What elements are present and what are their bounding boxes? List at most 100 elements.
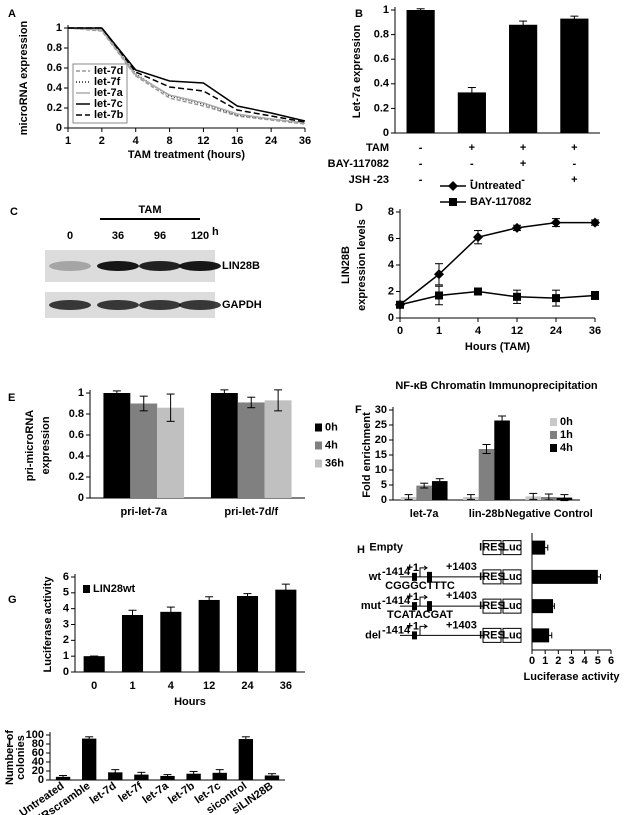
treatment-sign: - (573, 158, 577, 170)
bar (186, 773, 201, 780)
y-axis-label: Luciferase activity (42, 576, 54, 673)
marker (512, 222, 522, 233)
legend-swatch (315, 459, 322, 468)
band (179, 261, 221, 271)
x-axis-label: TAM treatment (hours) (128, 149, 245, 161)
line (68, 27, 306, 123)
y-tick-label: 0.4 (47, 82, 63, 94)
bar (416, 485, 432, 500)
luc-box (502, 598, 522, 614)
marker (473, 232, 483, 243)
x-tick-label: 0 (529, 655, 535, 667)
y-tick-label: 60 (32, 747, 44, 759)
y-tick-label: 10 (375, 464, 387, 476)
y-tick-label: 4 (63, 603, 70, 615)
chart-title: NF-κB Chromatin Immunoprecipitation (395, 380, 598, 392)
sequence: CGGGCTTTC (385, 580, 455, 592)
treatment-sign: - (419, 174, 423, 186)
x-tick-label: 24 (241, 680, 254, 692)
x-tick-label: 8 (167, 135, 173, 147)
legend-label: let-7c (94, 98, 123, 110)
luc-label: Luc (502, 571, 522, 583)
x-tick-label: let-7a (410, 508, 440, 520)
panel-letter: E (8, 392, 15, 404)
panel-letter: G (8, 594, 17, 606)
treatment-sign: + (520, 142, 526, 154)
marker (551, 217, 561, 228)
y-tick-label: 6 (63, 571, 69, 583)
sequence: TCATACGAT (387, 609, 453, 621)
y-tick-label: 1 (56, 22, 62, 34)
x-tick-label: pri-let-7d/f (224, 506, 278, 518)
x-tick-label: 36 (589, 325, 601, 337)
treatment-name: TAM (366, 142, 389, 154)
y-tick-label: 25 (375, 419, 387, 431)
bar (431, 481, 448, 500)
tss-arrow (419, 594, 428, 607)
y-tick-label: 0.8 (69, 408, 84, 420)
y-axis-label: Fold enrichment (361, 412, 373, 498)
marker (434, 269, 444, 280)
treatment-sign: + (520, 158, 526, 170)
y-tick-label: 0.2 (47, 102, 62, 114)
x-tick-label: 5 (595, 655, 601, 667)
panel-letter: H (357, 544, 365, 556)
site-box (427, 601, 432, 612)
bar (478, 449, 495, 500)
y-tick-label: 0.4 (69, 450, 85, 462)
legend-swatch (550, 431, 557, 439)
start-label: -1414 (382, 624, 411, 636)
marker (590, 217, 600, 228)
bar (236, 596, 259, 672)
x-tick-label: 36 (280, 680, 292, 692)
x-tick-label: Negative Control (505, 508, 593, 520)
y-tick-label: 0 (388, 312, 394, 324)
x-tick-label: lin-28b (469, 508, 505, 520)
bar (560, 18, 589, 133)
legend-label: let-7b (94, 109, 124, 121)
bar (406, 10, 435, 133)
row-label: mut (361, 600, 382, 612)
treatment-sign: - (470, 174, 474, 186)
panel-letter: A (8, 8, 16, 20)
y-tick-label: 0.6 (69, 429, 84, 441)
site-box (427, 571, 432, 582)
ires-label: IRES (479, 600, 505, 612)
legend-swatch (315, 441, 322, 450)
panel-letter: B (355, 8, 363, 20)
x-tick-label: 12 (203, 680, 215, 692)
legend-label: 4h (560, 442, 573, 454)
legend-label: LIN28wt (93, 583, 136, 595)
end-label: +1403 (446, 561, 477, 573)
x-tick-label: 3 (568, 655, 574, 667)
panel-letter: I (8, 736, 11, 748)
line (68, 27, 306, 122)
y-tick-label: 8 (388, 206, 394, 218)
row-label: wt (368, 571, 382, 583)
luc-label: Luc (502, 629, 522, 641)
treatment-sign: - (470, 158, 474, 170)
x-tick-label: 16 (231, 135, 243, 147)
legend-label: 0h (560, 416, 573, 428)
ires-label: IRES (479, 542, 505, 554)
treatment-label: TAM (138, 204, 161, 216)
tss-arrow (419, 623, 428, 636)
x-tick-label: 12 (197, 135, 209, 147)
marker (513, 292, 521, 301)
y-axis-label: expression (40, 416, 52, 474)
tss-label: +1 (406, 620, 419, 632)
y-tick-label: 3 (63, 618, 69, 630)
y-tick-label: 0.6 (47, 62, 62, 74)
row-label: del (365, 629, 381, 641)
legend-label: let-7a (94, 87, 124, 99)
legend-label: BAY-117082 (470, 196, 531, 208)
x-tick-label: pri-let-7a (121, 506, 168, 518)
band (49, 261, 91, 271)
bar (160, 775, 175, 780)
treatment-sign: - (419, 158, 423, 170)
y-tick-label: 5 (381, 479, 387, 491)
luc-label: Luc (502, 600, 522, 612)
bar (509, 24, 538, 133)
y-tick-label: 0 (38, 774, 44, 786)
time-unit: h (212, 226, 219, 238)
